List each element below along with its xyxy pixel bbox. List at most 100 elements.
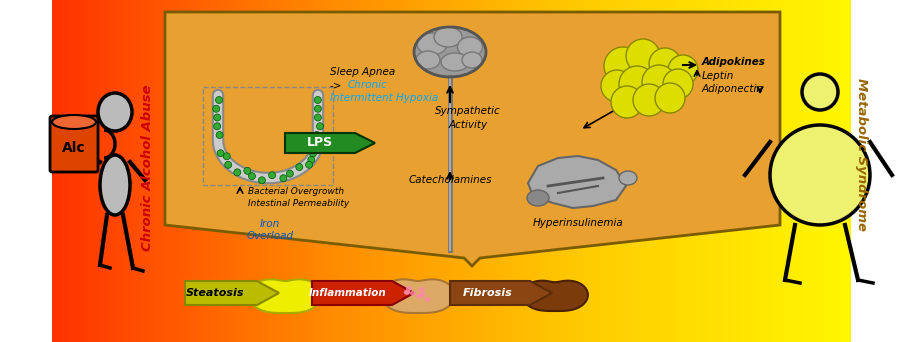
- Ellipse shape: [234, 169, 241, 176]
- Bar: [115, 0, 118, 342]
- Bar: [97, 0, 100, 342]
- Bar: [851, 0, 855, 342]
- Bar: [3, 0, 7, 342]
- Bar: [424, 0, 428, 342]
- Bar: [701, 0, 704, 342]
- Ellipse shape: [296, 163, 302, 171]
- Bar: [620, 0, 623, 342]
- Bar: [72, 0, 76, 342]
- Bar: [469, 0, 473, 342]
- Bar: [577, 0, 581, 342]
- Bar: [499, 0, 503, 342]
- Bar: [833, 0, 837, 342]
- Bar: [746, 0, 750, 342]
- Bar: [529, 0, 533, 342]
- Bar: [160, 0, 163, 342]
- Text: Inflammation: Inflammation: [308, 288, 386, 298]
- Bar: [548, 0, 551, 342]
- Bar: [622, 0, 626, 342]
- Bar: [304, 0, 308, 342]
- Ellipse shape: [313, 132, 320, 139]
- Ellipse shape: [314, 114, 321, 121]
- Bar: [523, 0, 527, 342]
- Bar: [791, 0, 795, 342]
- Bar: [300, 0, 305, 342]
- Bar: [412, 0, 416, 342]
- Bar: [264, 0, 269, 342]
- Bar: [133, 0, 136, 342]
- Bar: [800, 0, 804, 342]
- Bar: [259, 0, 262, 342]
- Text: Sympathetic
Activity: Sympathetic Activity: [435, 106, 501, 130]
- Polygon shape: [248, 279, 321, 313]
- Bar: [226, 0, 229, 342]
- Bar: [244, 0, 247, 342]
- Bar: [728, 0, 732, 342]
- Bar: [532, 0, 536, 342]
- Bar: [733, 0, 738, 342]
- Bar: [896, 0, 900, 342]
- Ellipse shape: [216, 150, 224, 157]
- Bar: [106, 0, 109, 342]
- Bar: [111, 0, 115, 342]
- Bar: [223, 0, 226, 342]
- Bar: [60, 0, 64, 342]
- Bar: [595, 0, 599, 342]
- Ellipse shape: [223, 153, 230, 160]
- Bar: [589, 0, 594, 342]
- Bar: [12, 0, 16, 342]
- Bar: [520, 0, 524, 342]
- Bar: [187, 0, 190, 342]
- Bar: [568, 0, 572, 342]
- Text: Hyperinsulinemia: Hyperinsulinemia: [532, 218, 622, 228]
- Bar: [836, 0, 840, 342]
- Bar: [430, 0, 434, 342]
- Bar: [87, 0, 91, 342]
- Ellipse shape: [214, 114, 220, 121]
- Text: Intermittent Hypoxia: Intermittent Hypoxia: [329, 93, 437, 103]
- Bar: [649, 0, 653, 342]
- Ellipse shape: [403, 290, 410, 295]
- Bar: [345, 0, 350, 342]
- Ellipse shape: [603, 47, 641, 85]
- Ellipse shape: [769, 125, 869, 225]
- Bar: [749, 0, 752, 342]
- Ellipse shape: [286, 170, 293, 177]
- Bar: [0, 0, 4, 342]
- Bar: [250, 0, 253, 342]
- Ellipse shape: [667, 55, 697, 85]
- Ellipse shape: [654, 83, 685, 113]
- FancyArrow shape: [185, 281, 279, 305]
- Bar: [289, 0, 292, 342]
- Ellipse shape: [434, 27, 462, 47]
- Ellipse shape: [406, 286, 411, 291]
- Bar: [376, 0, 380, 342]
- Bar: [235, 0, 238, 342]
- Ellipse shape: [632, 84, 664, 116]
- Ellipse shape: [98, 93, 132, 131]
- Bar: [54, 0, 58, 342]
- Ellipse shape: [410, 291, 416, 296]
- Text: Sleep Apnea: Sleep Apnea: [329, 67, 395, 77]
- Bar: [196, 0, 199, 342]
- Bar: [683, 0, 686, 342]
- Bar: [860, 0, 864, 342]
- Bar: [454, 0, 458, 342]
- Bar: [785, 0, 788, 342]
- Bar: [313, 0, 317, 342]
- Text: Fibrosis: Fibrosis: [463, 288, 512, 298]
- Bar: [517, 0, 521, 342]
- Bar: [674, 0, 677, 342]
- Ellipse shape: [417, 33, 446, 55]
- Ellipse shape: [416, 51, 439, 69]
- Bar: [147, 0, 152, 342]
- Bar: [388, 0, 391, 342]
- Ellipse shape: [419, 287, 424, 292]
- Bar: [331, 0, 335, 342]
- Bar: [36, 0, 40, 342]
- Bar: [679, 0, 684, 342]
- Bar: [124, 0, 127, 342]
- Bar: [665, 0, 668, 342]
- Bar: [361, 0, 364, 342]
- Ellipse shape: [216, 96, 222, 104]
